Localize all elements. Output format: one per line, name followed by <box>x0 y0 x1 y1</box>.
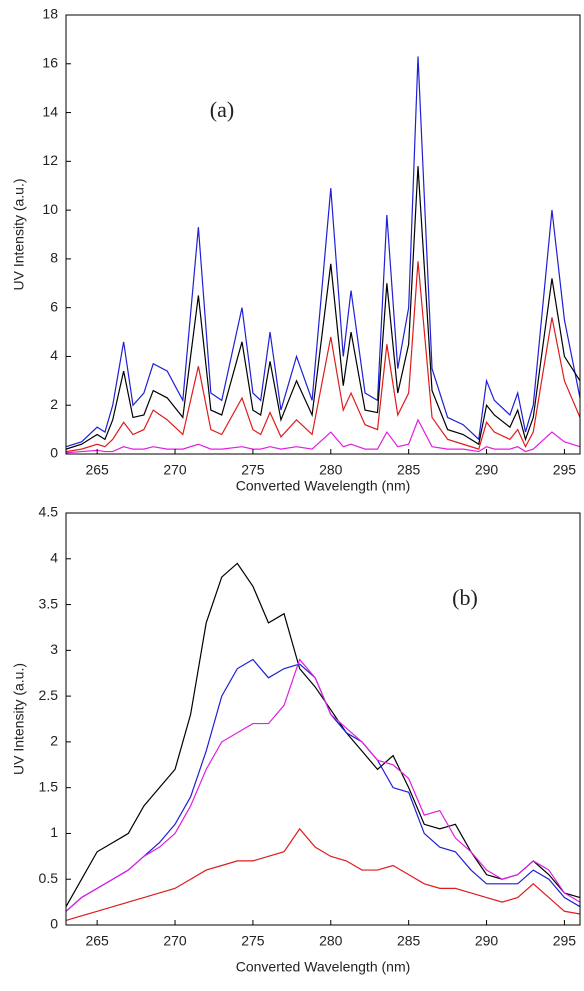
y-tick-label: 2.5 <box>39 687 59 703</box>
panel-annotation: (b) <box>452 585 478 610</box>
x-tick-label: 285 <box>397 462 421 478</box>
x-tick-label: 275 <box>241 462 265 478</box>
panel-annotation: (a) <box>210 97 234 122</box>
y-tick-label: 1 <box>50 824 58 840</box>
data-line <box>65 827 581 921</box>
y-tick-label: 14 <box>42 103 58 119</box>
y-tick-label: 0 <box>50 445 58 461</box>
data-line <box>65 418 581 454</box>
x-tick-label: 290 <box>475 933 499 949</box>
x-tick-label: 275 <box>241 933 265 949</box>
x-tick-label: 290 <box>475 462 499 478</box>
plot-frame <box>65 14 581 455</box>
x-tick-label: 270 <box>163 462 187 478</box>
y-tick-label: 18 <box>42 6 58 22</box>
x-tick-label: 280 <box>319 933 343 949</box>
y-axis-label: UV Intensity (a.u.) <box>11 663 27 775</box>
y-tick-label: 2 <box>50 733 58 749</box>
x-axis-label: Converted Wavelength (nm) <box>236 478 411 494</box>
plot-frame <box>65 512 581 926</box>
x-tick-label: 265 <box>85 933 109 949</box>
y-tick-label: 10 <box>42 201 58 217</box>
y-tick-label: 0 <box>50 916 58 932</box>
y-tick-label: 12 <box>42 152 58 168</box>
x-axis-label: Converted Wavelength (nm) <box>236 959 411 975</box>
y-tick-label: 3 <box>50 641 58 657</box>
data-line <box>65 56 581 448</box>
y-axis-label: UV Intensity (a.u.) <box>11 178 27 290</box>
y-tick-label: 16 <box>42 54 58 70</box>
data-line <box>65 562 581 907</box>
y-tick-label: 4 <box>50 347 58 363</box>
y-tick-label: 4.5 <box>39 504 59 520</box>
data-line <box>65 261 581 453</box>
x-tick-label: 270 <box>163 933 187 949</box>
x-tick-label: 285 <box>397 933 421 949</box>
y-tick-label: 0.5 <box>39 870 59 886</box>
y-tick-label: 1.5 <box>39 778 59 794</box>
y-tick-label: 2 <box>50 396 58 412</box>
x-tick-label: 280 <box>319 462 343 478</box>
y-tick-label: 3.5 <box>39 595 59 611</box>
data-line <box>65 166 581 450</box>
y-tick-label: 6 <box>50 298 58 314</box>
y-tick-label: 8 <box>50 250 58 266</box>
y-tick-label: 4 <box>50 549 58 565</box>
x-tick-label: 295 <box>553 462 577 478</box>
x-tick-label: 265 <box>85 462 109 478</box>
data-line <box>65 658 581 912</box>
x-tick-label: 295 <box>553 933 577 949</box>
